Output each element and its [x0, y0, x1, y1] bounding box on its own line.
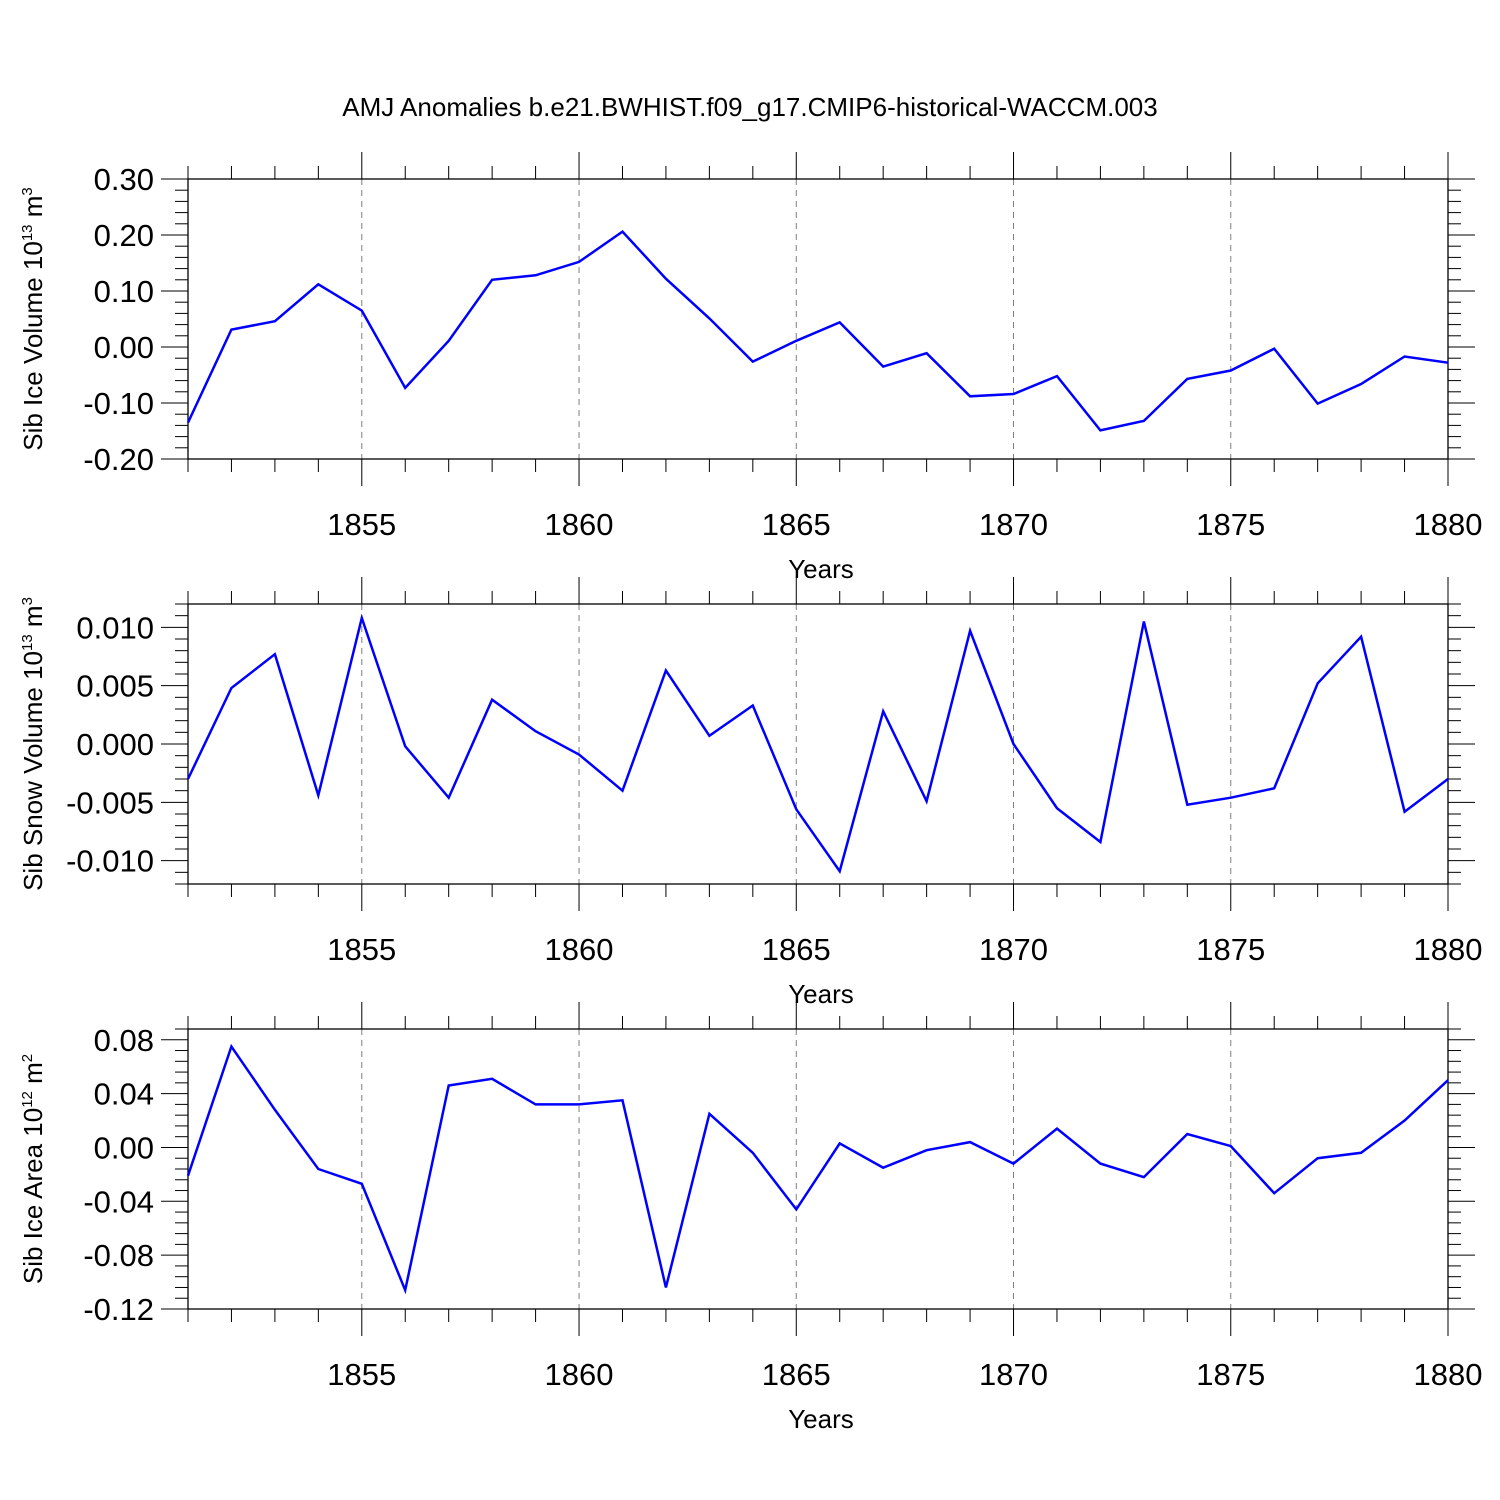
- x-tick-label: 1870: [979, 1357, 1048, 1392]
- x-tick-label: 1875: [1196, 1357, 1265, 1392]
- y-tick-label: 0.20: [94, 218, 154, 253]
- y-axis-label-unit: m: [18, 1062, 48, 1091]
- x-tick-label: 1855: [327, 932, 396, 967]
- plot-frame: [187, 178, 1449, 460]
- y-tick-label: 0.08: [94, 1023, 154, 1058]
- x-tick-label: 1865: [762, 932, 831, 967]
- y-tick-label: 0.10: [94, 274, 154, 309]
- y-tick-label: 0.00: [94, 1130, 154, 1165]
- y-tick-label: 0.000: [76, 727, 154, 762]
- x-axis-label: Years: [788, 554, 854, 584]
- x-tick-label: 1860: [545, 507, 614, 542]
- x-tick-label: 1855: [327, 507, 396, 542]
- x-axis-label: Years: [788, 1404, 854, 1434]
- y-axis-label-unit: m: [18, 196, 48, 225]
- y-axis-label: Sib Ice Area 1012 m2: [18, 1054, 48, 1284]
- x-tick-label: 1880: [1414, 1357, 1483, 1392]
- y-tick-label: -0.08: [83, 1238, 154, 1273]
- y-tick-label: 0.005: [76, 669, 154, 704]
- y-axis-label-unit-exponent: 2: [19, 1054, 36, 1062]
- y-tick-label: 0.010: [76, 610, 154, 645]
- y-axis-label-text: Sib Ice Volume 10: [18, 241, 48, 451]
- figure-title: AMJ Anomalies b.e21.BWHIST.f09_g17.CMIP6…: [342, 92, 1157, 122]
- y-axis-label-exponent: 12: [19, 1091, 36, 1108]
- y-tick-label: -0.20: [83, 442, 154, 477]
- y-axis-label-unit: m: [18, 605, 48, 634]
- x-tick-label: 1870: [979, 507, 1048, 542]
- y-axis-label: Sib Snow Volume 1013 m3: [18, 597, 48, 891]
- y-tick-label: 0.04: [94, 1077, 154, 1112]
- y-tick-label: -0.10: [83, 386, 154, 421]
- series-line: [186, 1043, 1449, 1295]
- panel-1: 1855 1860 1865 1870 1875 1880 -0.20 -0.10 0.00 0.…: [18, 152, 1482, 584]
- y-axis-label: Sib Ice Volume 1013 m3: [18, 187, 48, 451]
- x-tick-label: 1860: [545, 1357, 614, 1392]
- x-axis-label: Years: [788, 979, 854, 1009]
- y-tick-label: -0.12: [83, 1292, 154, 1327]
- x-tick-label: 1865: [762, 507, 831, 542]
- y-axis-label-exponent: 13: [19, 634, 36, 651]
- y-axis-label-unit-exponent: 3: [19, 187, 36, 195]
- x-tick-label: 1855: [327, 1357, 396, 1392]
- y-tick-label: -0.005: [66, 785, 154, 820]
- x-tick-label: 1880: [1414, 932, 1483, 967]
- x-tick-label: 1865: [762, 1357, 831, 1392]
- x-tick-label: 1875: [1196, 932, 1265, 967]
- y-tick-label: -0.010: [66, 844, 154, 879]
- y-tick-label: 0.30: [94, 162, 154, 197]
- series-line: [186, 613, 1449, 875]
- y-tick-label: 0.00: [94, 330, 154, 365]
- panel-3: 1855 1860 1865 1870 1875 1880 -0.12 -0.08 -0.04 0…: [18, 1002, 1482, 1434]
- series-line: [186, 229, 1449, 432]
- y-axis-label-text: Sib Snow Volume 10: [18, 651, 48, 891]
- y-tick-label: -0.04: [83, 1184, 154, 1219]
- y-axis-label-exponent: 13: [19, 224, 36, 241]
- y-axis-label-text: Sib Ice Area 10: [18, 1108, 48, 1284]
- y-axis-label-unit-exponent: 3: [19, 597, 36, 605]
- x-tick-label: 1870: [979, 932, 1048, 967]
- panel-2: 1855 1860 1865 1870 1875 1880 -0.010 -0.005 0.00…: [18, 577, 1482, 1009]
- x-tick-label: 1860: [545, 932, 614, 967]
- x-tick-label: 1875: [1196, 507, 1265, 542]
- plot-frame: [187, 1028, 1449, 1310]
- x-tick-label: 1880: [1414, 507, 1483, 542]
